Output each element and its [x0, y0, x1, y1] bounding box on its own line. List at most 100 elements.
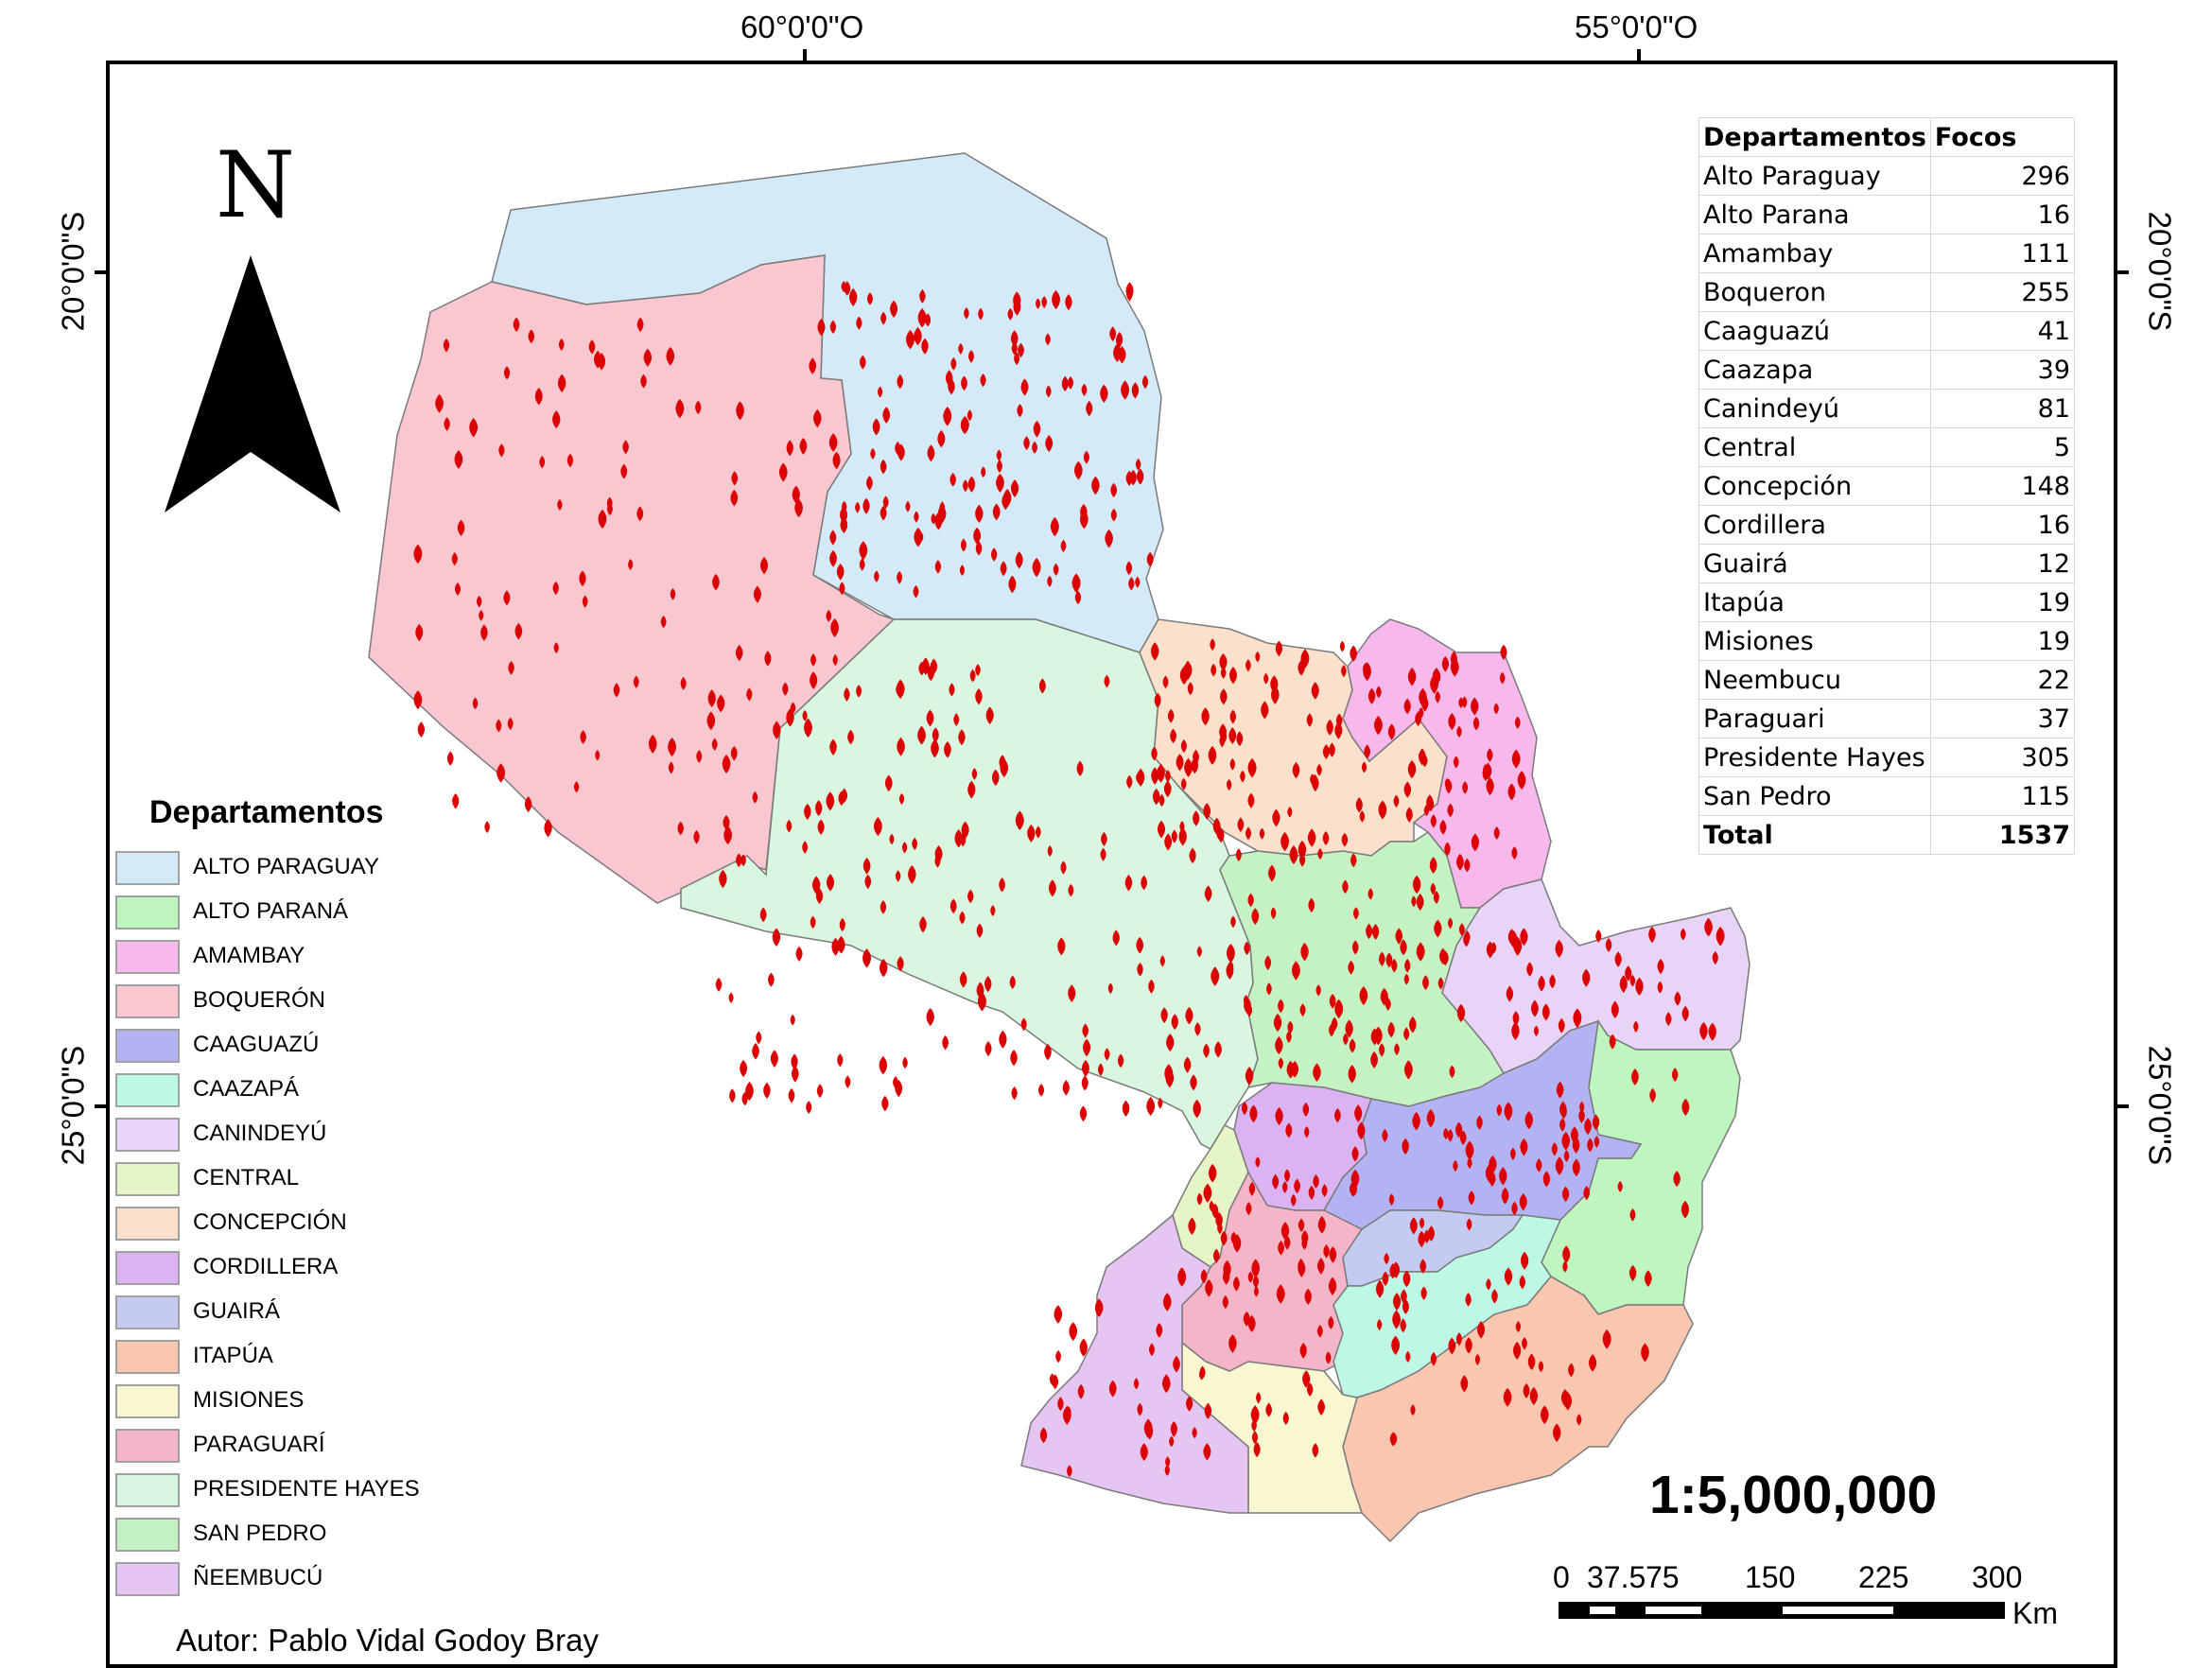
fire-hotspot-icon — [804, 803, 811, 821]
fire-hotspot-icon — [558, 338, 565, 351]
fire-hotspot-icon — [1201, 707, 1210, 726]
fire-hotspot-icon — [845, 1075, 851, 1088]
fire-hotspot-icon — [880, 900, 887, 914]
fire-hotspot-icon — [848, 287, 858, 307]
fire-hotspot-icon — [1464, 858, 1471, 873]
fire-hotspot-icon — [817, 318, 826, 337]
fire-hotspot-icon — [1193, 1099, 1201, 1119]
graticule-tick — [95, 270, 108, 274]
fire-hotspot-icon — [881, 1095, 889, 1112]
fire-hotspot-icon — [1124, 874, 1133, 892]
fire-hotspot-icon — [1065, 1405, 1071, 1419]
fire-hotspot-icon — [1292, 761, 1300, 779]
fire-hotspot-icon — [730, 489, 739, 507]
department-name: San Pedro — [1698, 776, 1931, 816]
table-row: Cordillera 16 — [1698, 505, 2076, 545]
fire-hotspot-icon — [417, 721, 426, 738]
fire-hotspot-icon — [1203, 1183, 1212, 1203]
fire-hotspot-icon — [1032, 441, 1037, 454]
fire-hotspot-icon — [878, 386, 883, 398]
table-header-row: Departamentos Focos — [1698, 117, 2076, 157]
fire-hotspot-icon — [1317, 1258, 1325, 1275]
fire-hotspot-icon — [912, 837, 918, 851]
fire-hotspot-icon — [1126, 774, 1133, 790]
legend-label: CENTRAL — [193, 1165, 300, 1190]
fire-hotspot-icon — [921, 338, 929, 355]
fire-hotspot-icon — [1188, 1217, 1196, 1235]
fire-hotspot-icon — [1313, 1063, 1321, 1083]
fire-hotspot-icon — [1241, 1102, 1248, 1116]
fire-hotspot-icon — [919, 288, 926, 304]
fire-hotspot-icon — [1299, 1003, 1306, 1017]
fire-hotspot-icon — [695, 400, 702, 415]
fire-hotspot-icon — [1212, 817, 1221, 835]
fire-hotspot-icon — [921, 657, 930, 675]
total-label: Total — [1698, 815, 1931, 855]
department-name: Boqueron — [1698, 272, 1931, 312]
fire-hotspot-icon — [1110, 508, 1117, 522]
fire-hotspot-icon — [1382, 1128, 1388, 1142]
fire-hotspot-icon — [1251, 1431, 1259, 1445]
fire-hotspot-icon — [1308, 897, 1315, 913]
fire-hotspot-icon — [735, 644, 743, 662]
fire-hotspot-icon — [1226, 943, 1235, 964]
fire-hotspot-icon — [1252, 1275, 1260, 1289]
fire-hotspot-icon — [836, 563, 845, 581]
fire-hotspot-icon — [1370, 1051, 1379, 1069]
fire-hotspot-icon — [680, 676, 687, 690]
fire-hotspot-icon — [1010, 479, 1019, 498]
fire-hotspot-icon — [544, 819, 552, 838]
fire-hotspot-icon — [1561, 1186, 1570, 1203]
fire-hotspot-icon — [1244, 941, 1250, 956]
fire-hotspot-icon — [1448, 1337, 1456, 1355]
fire-hotspot-icon — [810, 915, 816, 930]
fire-hotspot-icon — [963, 479, 968, 493]
fire-hotspot-icon — [1039, 1427, 1048, 1444]
fire-hotspot-icon — [827, 874, 835, 892]
scale-bar-label: 150 — [1745, 1560, 1796, 1594]
fire-hotspot-icon — [1180, 777, 1187, 791]
fire-hotspot-icon — [1097, 1063, 1104, 1076]
fire-hotspot-icon — [1151, 767, 1159, 785]
fire-hotspot-icon — [902, 1056, 908, 1069]
fire-hotspot-icon — [1308, 1185, 1315, 1200]
fire-hotspot-icon — [1245, 659, 1251, 672]
scale-bar: 0 37.5 75 150 225 300 Km — [1551, 1560, 2058, 1630]
fire-hotspot-icon — [1559, 1118, 1566, 1132]
fire-hotspot-icon — [1131, 382, 1140, 399]
fire-hotspot-icon — [1511, 846, 1518, 860]
fire-hotspot-icon — [1359, 810, 1366, 823]
fire-hotspot-icon — [1082, 1023, 1089, 1038]
fire-hotspot-icon — [1432, 668, 1441, 686]
fire-hotspot-icon — [1162, 1293, 1172, 1312]
fire-hotspot-icon — [790, 702, 796, 715]
fire-hotspot-icon — [1519, 1275, 1526, 1290]
fire-hotspot-icon — [1704, 917, 1713, 937]
fire-hotspot-icon — [967, 476, 976, 493]
fire-hotspot-icon — [828, 433, 838, 452]
fire-hotspot-icon — [1010, 1050, 1018, 1067]
fire-hotspot-icon — [967, 889, 974, 904]
fire-hotspot-icon — [1489, 1155, 1497, 1174]
fire-hotspot-icon — [788, 1087, 795, 1103]
legend-label: MISIONES — [193, 1387, 305, 1413]
fire-hotspot-icon — [415, 623, 424, 642]
fire-hotspot-icon — [810, 653, 816, 667]
department-name: Caaguazú — [1698, 311, 1931, 351]
fire-hotspot-icon — [1363, 662, 1371, 682]
fire-hotspot-icon — [1351, 940, 1359, 955]
fire-hotspot-icon — [452, 793, 460, 809]
fire-hotspot-icon — [996, 460, 1002, 473]
fire-hotspot-icon — [1223, 1260, 1231, 1278]
fire-hotspot-icon — [975, 664, 981, 677]
fire-hotspot-icon — [1061, 375, 1069, 391]
fire-hotspot-icon — [1237, 817, 1245, 832]
fire-hotspot-icon — [1105, 529, 1113, 548]
fire-hotspot-icon — [1463, 931, 1470, 947]
fire-hotspot-icon — [1283, 1235, 1291, 1250]
fire-hotspot-icon — [1041, 296, 1047, 308]
fire-hotspot-icon — [1053, 563, 1059, 576]
fire-hotspot-icon — [675, 398, 685, 419]
fire-hotspot-icon — [1156, 1322, 1163, 1338]
